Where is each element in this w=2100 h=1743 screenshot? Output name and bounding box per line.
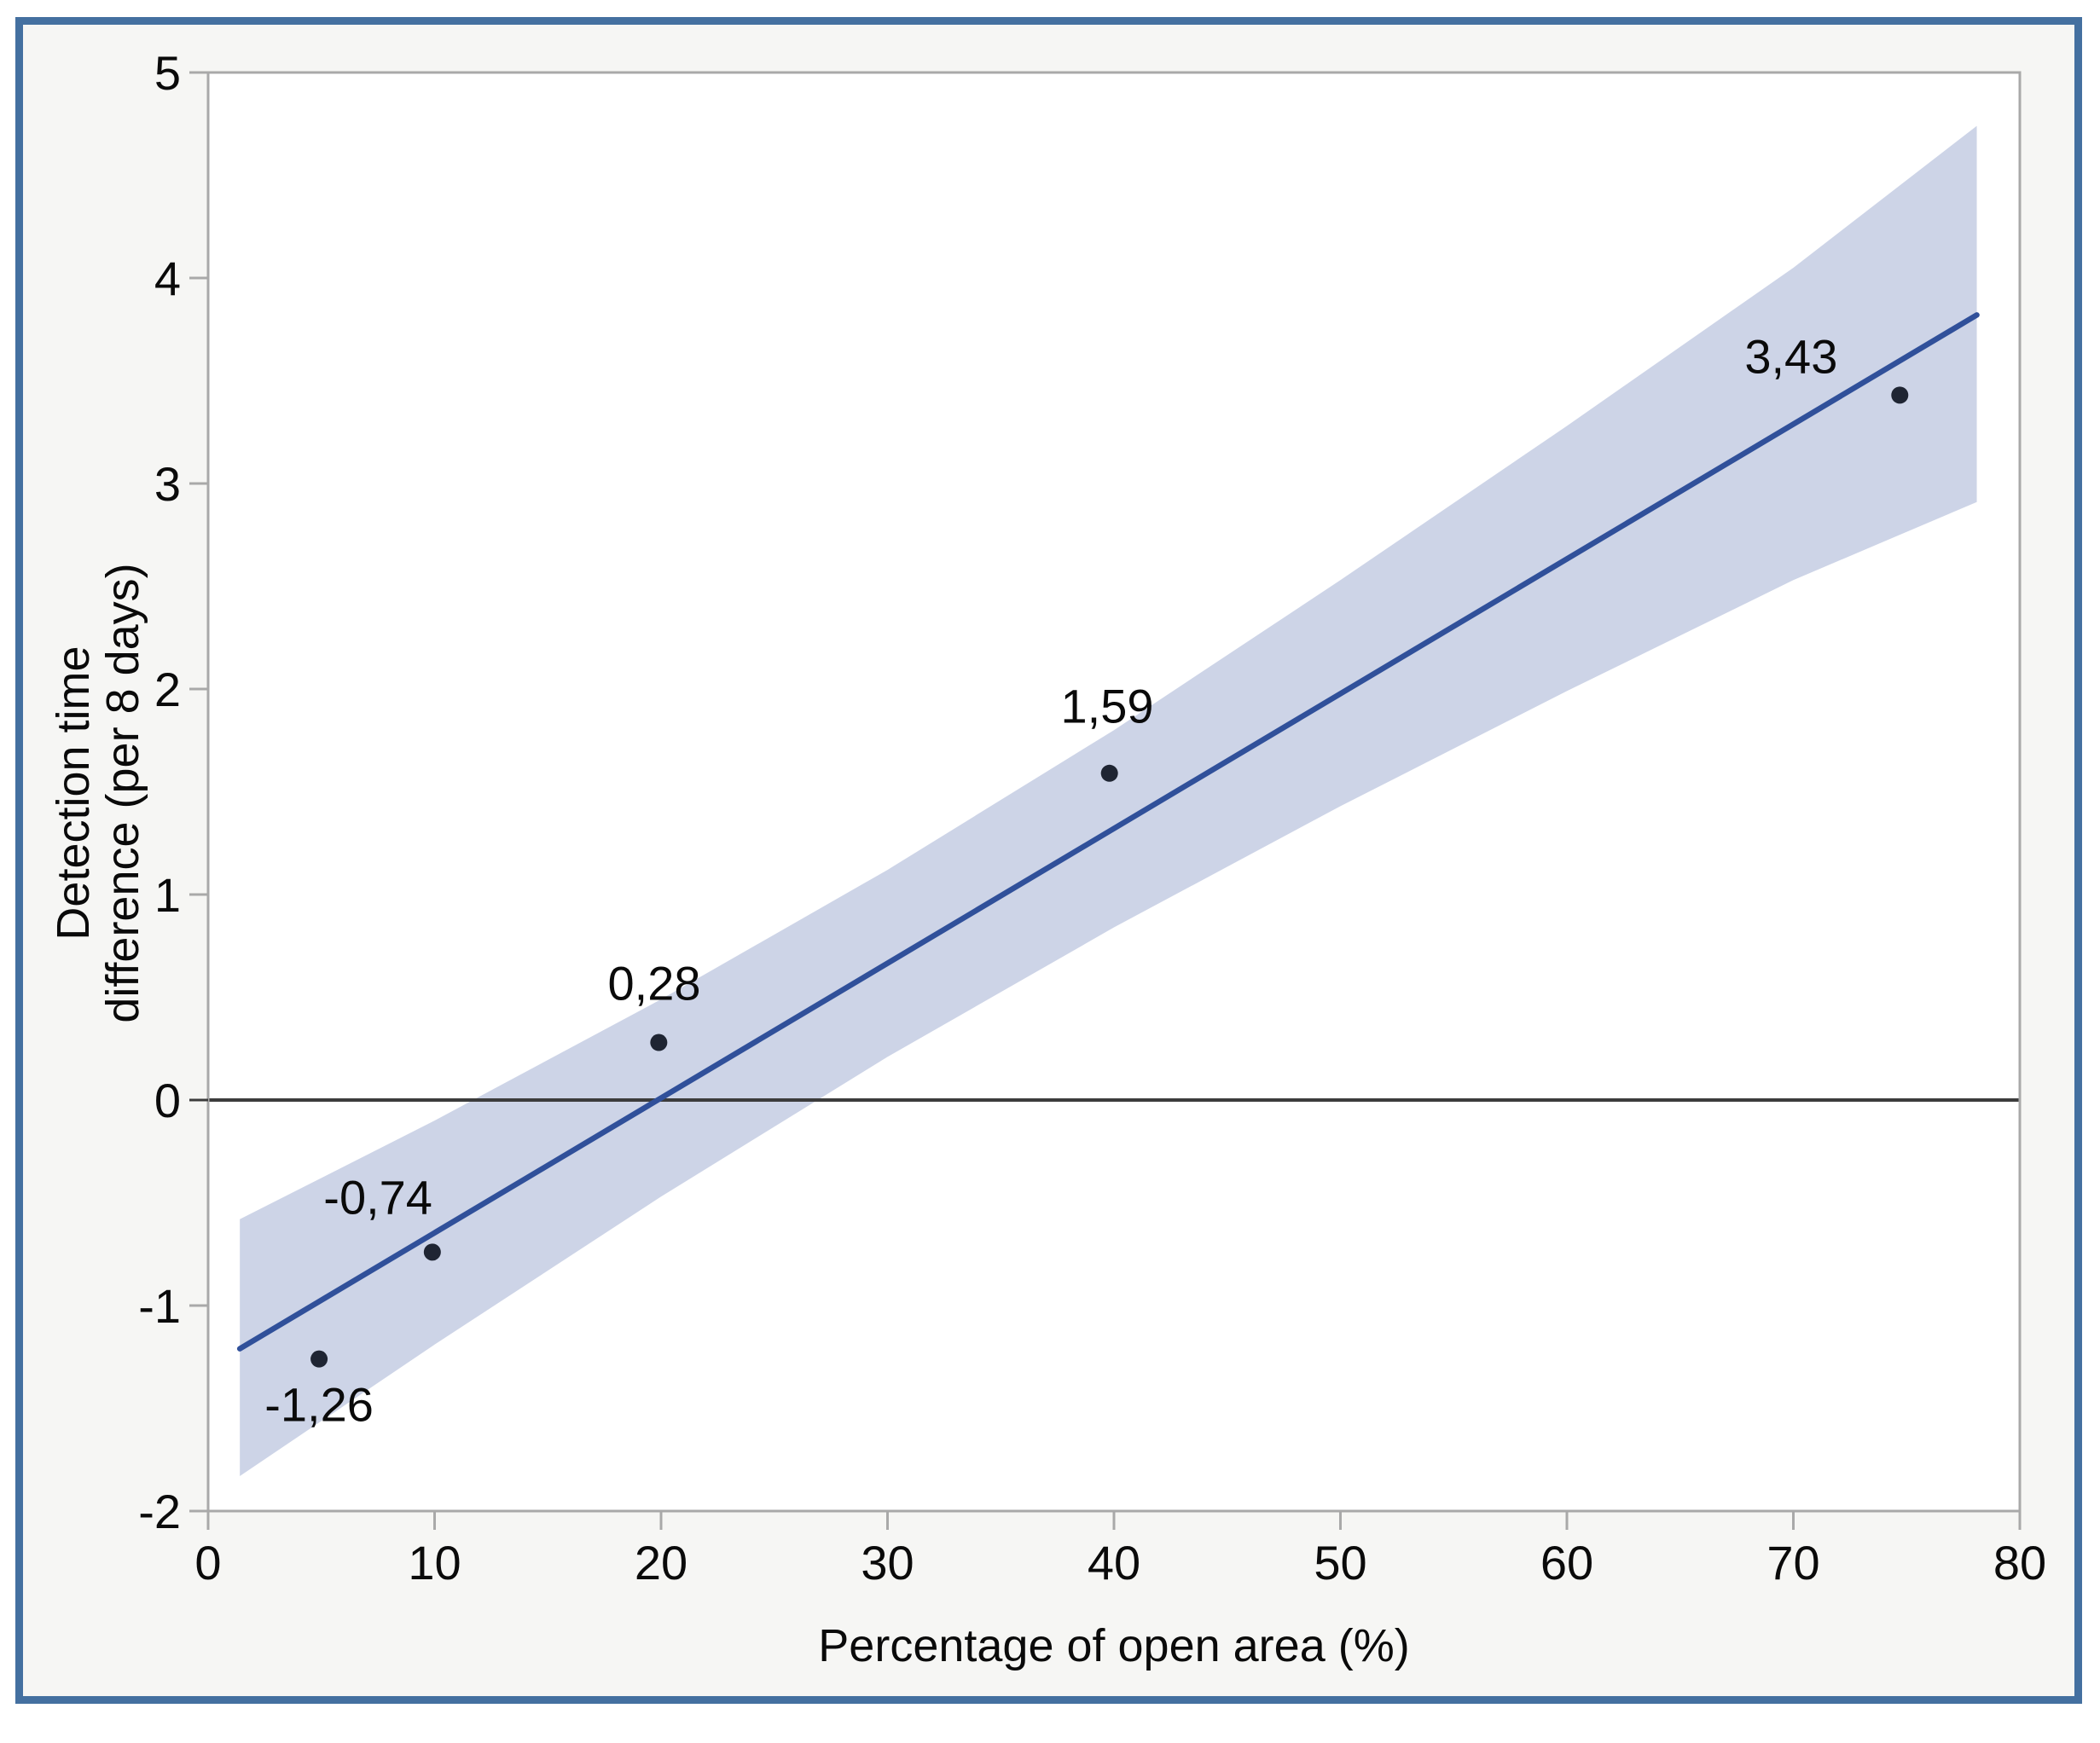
confidence-band bbox=[240, 125, 1977, 1477]
confidence-band-polygon bbox=[240, 125, 1977, 1477]
data-point-label: -0,74 bbox=[323, 1170, 432, 1224]
x-tick-label: 20 bbox=[635, 1536, 687, 1590]
x-tick-label: 80 bbox=[1993, 1536, 2046, 1590]
fit-line bbox=[236, 312, 1980, 1352]
y-tick-label: 4 bbox=[154, 252, 181, 305]
y-tick-label: 0 bbox=[154, 1074, 181, 1127]
x-tick-label: 0 bbox=[194, 1536, 221, 1590]
x-tick-label: 50 bbox=[1314, 1536, 1366, 1590]
data-points bbox=[310, 386, 1909, 1368]
y-tick-label: -1 bbox=[138, 1279, 181, 1333]
y-tick-label: 3 bbox=[154, 457, 181, 511]
data-point bbox=[310, 1350, 328, 1368]
data-point bbox=[650, 1034, 668, 1051]
data-point bbox=[1891, 386, 1909, 404]
y-axis-title-line2: difference (per 8 days) bbox=[97, 563, 148, 1022]
y-axis-ticks: -2 -1 0 1 2 3 4 5 bbox=[138, 46, 208, 1538]
data-point-label: 1,59 bbox=[1061, 679, 1154, 733]
x-tick-label: 30 bbox=[861, 1536, 914, 1590]
x-tick-label: 70 bbox=[1766, 1536, 1819, 1590]
x-tick-label: 40 bbox=[1088, 1536, 1140, 1590]
data-point bbox=[1100, 764, 1118, 782]
regression-fit-line bbox=[236, 312, 1980, 1352]
y-tick-label: -2 bbox=[138, 1485, 181, 1538]
x-tick-label: 10 bbox=[408, 1536, 461, 1590]
y-tick-label: 5 bbox=[154, 46, 181, 100]
data-point-label: 0,28 bbox=[608, 957, 701, 1010]
data-point-labels: -1,26 -0,74 0,28 1,59 3,43 bbox=[264, 330, 1837, 1432]
y-tick-label: 2 bbox=[154, 663, 181, 716]
y-tick-label: 1 bbox=[154, 868, 181, 922]
data-point bbox=[423, 1243, 441, 1261]
x-axis-title: Percentage of open area (%) bbox=[818, 1620, 1409, 1671]
x-tick-label: 60 bbox=[1540, 1536, 1593, 1590]
data-point-label: 3,43 bbox=[1744, 330, 1837, 384]
x-axis-ticks: 0 10 20 30 40 50 60 70 80 bbox=[194, 1511, 2046, 1590]
data-point-label: -1,26 bbox=[264, 1378, 374, 1432]
y-axis-title-line1: Detection time bbox=[48, 646, 99, 940]
